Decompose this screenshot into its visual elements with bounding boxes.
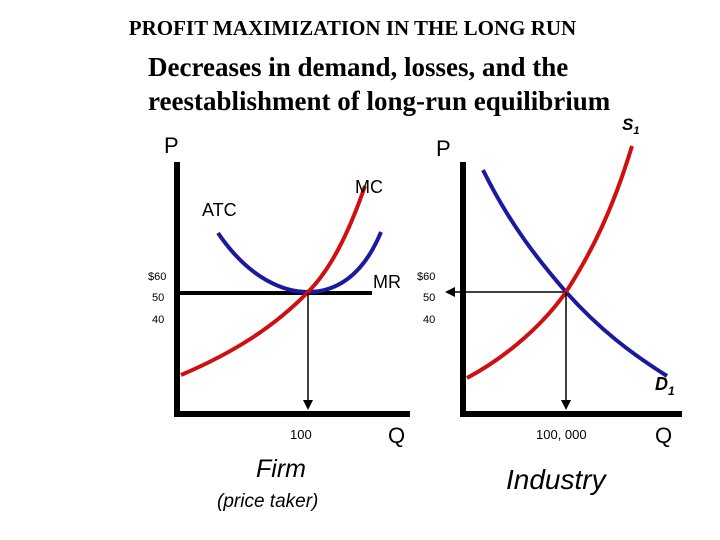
firm-price-tick-40: 40 [152, 314, 164, 326]
industry-price-tick-50: 50 [423, 292, 435, 304]
industry-supply-letter: S [622, 115, 634, 134]
firm-mc-curve [180, 185, 367, 377]
firm-mc-label: MC [355, 177, 383, 197]
firm-price-tick-50: 50 [152, 292, 164, 304]
firm-y-axis-label: P [164, 133, 179, 158]
subtitle-line-1: Decreases in demand, losses, and the [148, 52, 569, 82]
slide-title: PROFIT MAXIMIZATION IN THE LONG RUN [128, 16, 577, 40]
firm-sub-caption: (price taker) [217, 491, 318, 512]
industry-x-axis-label: Q [655, 423, 672, 448]
firm-x-axis-label: Q [388, 423, 405, 448]
firm-caption: Firm [256, 455, 306, 483]
industry-caption: Industry [506, 464, 608, 495]
firm-mr-label: MR [373, 272, 401, 292]
firm-panel: P ATC MC MR $60 50 40 100 Q Firm (price … [148, 133, 410, 512]
industry-quantity-tick: 100, 000 [536, 427, 587, 442]
firm-atc-curve [216, 231, 383, 295]
industry-supply-label: S1 [622, 115, 639, 137]
industry-demand-curve [481, 169, 669, 378]
industry-panel: P S1 D1 $60 50 40 100, 000 Q Industry [417, 115, 682, 495]
industry-price-tick-40: 40 [423, 314, 435, 326]
industry-demand-label: D1 [655, 374, 675, 398]
industry-price-tick-60: $60 [417, 271, 435, 283]
firm-quantity-tick: 100 [290, 427, 312, 442]
firm-price-tick-60: $60 [148, 271, 166, 283]
industry-y-axis-label: P [436, 136, 451, 161]
industry-demand-letter: D [655, 374, 668, 394]
firm-atc-label: ATC [202, 200, 237, 220]
industry-supply-subscript: 1 [633, 125, 639, 137]
slide-subtitle: Decreases in demand, losses, and the ree… [148, 50, 708, 118]
subtitle-line-2: reestablishment of long-run equilibrium [148, 86, 611, 116]
industry-supply-curve [466, 145, 634, 380]
industry-demand-subscript: 1 [668, 384, 675, 398]
